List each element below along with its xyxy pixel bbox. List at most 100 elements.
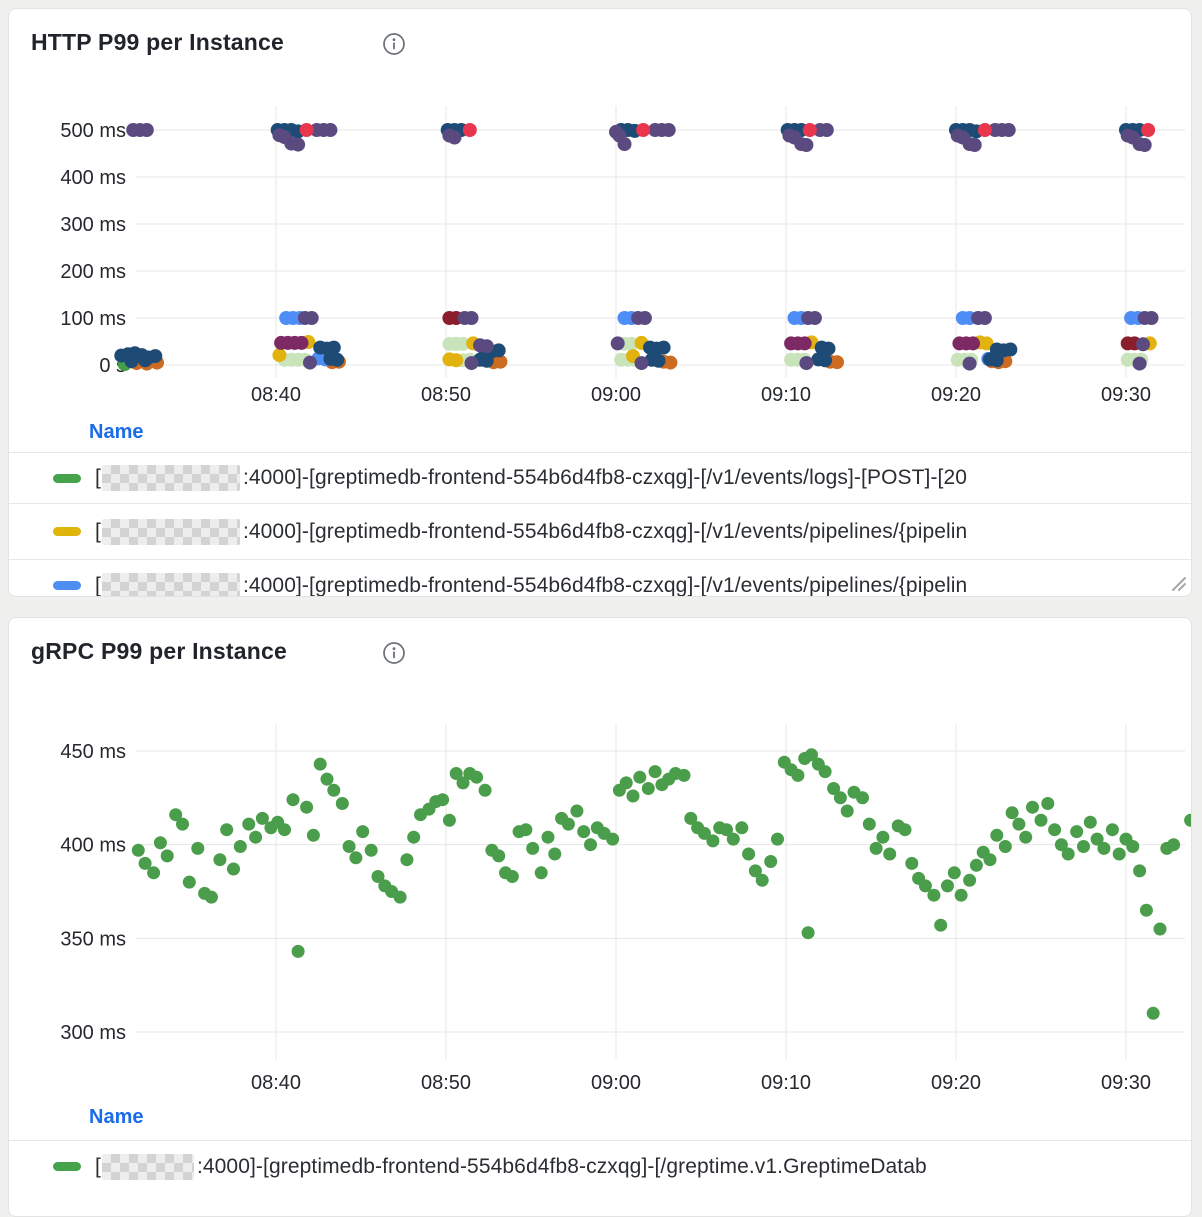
scatter-dot-grpc-green[interactable]: [548, 847, 562, 861]
scatter-dot-purple[interactable]: [799, 356, 814, 371]
scatter-dot-grpc-green[interactable]: [449, 767, 463, 780]
scatter-dot-purple[interactable]: [304, 311, 319, 325]
scatter-dot-navy[interactable]: [479, 353, 494, 368]
scatter-dot-purple[interactable]: [464, 311, 479, 325]
legend-item[interactable]: [:4000]-[greptimedb-frontend-554b6d4fb8-…: [9, 503, 1191, 559]
scatter-dot-grpc-green[interactable]: [335, 797, 349, 810]
scatter-dot-grpc-green[interactable]: [364, 843, 378, 857]
scatter-dot-grpc-green[interactable]: [1070, 825, 1084, 839]
scatter-dot-purple[interactable]: [447, 130, 462, 145]
scatter-dot-grpc-green[interactable]: [1077, 840, 1090, 853]
scatter-dot-grpc-green[interactable]: [138, 856, 152, 870]
scatter-dot-grpc-green[interactable]: [677, 768, 691, 782]
scatter-dot-purple[interactable]: [962, 356, 977, 371]
scatter-dot-grpc-green[interactable]: [191, 841, 205, 855]
scatter-dot-navy[interactable]: [124, 354, 139, 369]
scatter-dot-grpc-green[interactable]: [1061, 847, 1075, 861]
scatter-dot-plum[interactable]: [797, 336, 812, 351]
scatter-dot-grpc-green[interactable]: [505, 870, 519, 883]
scatter-dot-grpc-green[interactable]: [407, 830, 421, 844]
scatter-dot-navy[interactable]: [818, 353, 833, 368]
scatter-dot-grpc-green[interactable]: [233, 840, 247, 853]
scatter-dot-grpc-green[interactable]: [927, 888, 941, 902]
scatter-dot-grpc-green[interactable]: [436, 793, 450, 807]
scatter-dot-grpc-green[interactable]: [947, 866, 961, 880]
info-icon[interactable]: [382, 641, 406, 665]
scatter-dot-grpc-green[interactable]: [213, 853, 227, 867]
scatter-dot-grpc-green[interactable]: [934, 918, 948, 932]
info-icon[interactable]: [382, 32, 406, 56]
scatter-dot-grpc-green[interactable]: [470, 770, 484, 784]
scatter-dot-grpc-green[interactable]: [990, 828, 1004, 842]
scatter-dot-purple[interactable]: [967, 138, 982, 152]
scatter-dot-grpc-green[interactable]: [905, 856, 919, 870]
scatter-dot-purple[interactable]: [661, 123, 676, 137]
scatter-dot-grpc-green[interactable]: [1026, 800, 1039, 814]
scatter-dot-grpc-green[interactable]: [456, 776, 470, 790]
scatter-dot-purple[interactable]: [1132, 356, 1147, 371]
scatter-dot-grpc-green[interactable]: [1153, 922, 1167, 936]
scatter-dot-grpc-green[interactable]: [1184, 813, 1192, 827]
scatter-dot-grpc-green[interactable]: [255, 811, 269, 825]
scatter-dot-purple[interactable]: [617, 137, 632, 152]
scatter-dot-grpc-green[interactable]: [969, 858, 983, 872]
scatter-dot-grpc-green[interactable]: [883, 847, 897, 861]
scatter-dot-purple[interactable]: [634, 356, 649, 371]
scatter-dot-grpc-green[interactable]: [941, 879, 954, 893]
scatter-dot-grpc-green[interactable]: [442, 813, 456, 827]
grpc-scatter-chart[interactable]: 450 ms 400 ms 350 ms 300 ms 08:40 08:50 09:00 0…: [9, 618, 1192, 1100]
legend-item[interactable]: [:4000]-[greptimedb-frontend-554b6d4fb8-…: [9, 1140, 1191, 1192]
scatter-dot-grpc-green[interactable]: [356, 825, 370, 839]
scatter-dot-grpc-green[interactable]: [1019, 830, 1033, 844]
scatter-dot-grpc-green[interactable]: [176, 817, 189, 831]
scatter-dot-yellow[interactable]: [449, 353, 464, 368]
scatter-dot-grpc-green[interactable]: [633, 770, 647, 784]
scatter-dot-grpc-green[interactable]: [726, 832, 740, 846]
scatter-dot-grpc-green[interactable]: [805, 748, 818, 762]
scatter-dot-grpc-green[interactable]: [1083, 815, 1097, 829]
scatter-dot-grpc-green[interactable]: [898, 823, 912, 837]
scatter-dot-navy[interactable]: [491, 343, 506, 358]
scatter-dot-grpc-green[interactable]: [1126, 840, 1140, 853]
scatter-dot-purple[interactable]: [637, 311, 652, 325]
scatter-dot-grpc-green[interactable]: [249, 830, 263, 844]
scatter-dot-grpc-green[interactable]: [220, 823, 234, 837]
scatter-dot-grpc-green[interactable]: [876, 830, 890, 844]
scatter-dot-grpc-green[interactable]: [160, 849, 174, 863]
scatter-dot-light-green[interactable]: [456, 336, 470, 351]
scatter-dot-navy[interactable]: [989, 353, 1004, 368]
scatter-dot-grpc-green[interactable]: [492, 849, 506, 863]
scatter-dot-grpc-green[interactable]: [801, 926, 815, 940]
scatter-dot-purple[interactable]: [819, 123, 834, 137]
scatter-dot-grpc-green[interactable]: [1034, 813, 1048, 827]
scatter-dot-grpc-green[interactable]: [393, 890, 407, 904]
scatter-dot-grpc-green[interactable]: [1112, 847, 1126, 861]
scatter-dot-grpc-green[interactable]: [983, 853, 997, 867]
scatter-dot-grpc-green[interactable]: [818, 765, 832, 779]
scatter-dot-grpc-green[interactable]: [791, 768, 805, 782]
scatter-dot-grpc-green[interactable]: [771, 832, 784, 846]
scatter-dot-grpc-green[interactable]: [697, 826, 711, 840]
scatter-dot-grpc-green[interactable]: [349, 851, 363, 865]
scatter-dot-purple[interactable]: [303, 355, 317, 370]
scatter-dot-grpc-green[interactable]: [204, 890, 218, 904]
scatter-dot-purple[interactable]: [807, 311, 822, 325]
scatter-dot-grpc-green[interactable]: [833, 791, 847, 805]
scatter-dot-navy[interactable]: [651, 353, 666, 368]
scatter-dot-purple[interactable]: [464, 356, 479, 371]
scatter-dot-red[interactable]: [636, 123, 651, 137]
scatter-dot-grpc-green[interactable]: [147, 866, 161, 880]
scatter-dot-grpc-green[interactable]: [1097, 841, 1111, 855]
scatter-dot-grpc-green[interactable]: [1190, 842, 1192, 855]
scatter-dot-grpc-green[interactable]: [242, 817, 256, 831]
scatter-dot-grpc-green[interactable]: [342, 840, 356, 853]
scatter-dot-purple[interactable]: [291, 137, 306, 152]
scatter-dot-plum[interactable]: [966, 336, 980, 351]
scatter-dot-grpc-green[interactable]: [286, 793, 300, 807]
scatter-dot-grpc-green[interactable]: [856, 791, 869, 805]
scatter-dot-grpc-green[interactable]: [131, 843, 145, 857]
scatter-dot-grpc-green[interactable]: [278, 823, 291, 837]
scatter-dot-grpc-green[interactable]: [534, 866, 548, 880]
scatter-dot-red[interactable]: [299, 123, 314, 137]
